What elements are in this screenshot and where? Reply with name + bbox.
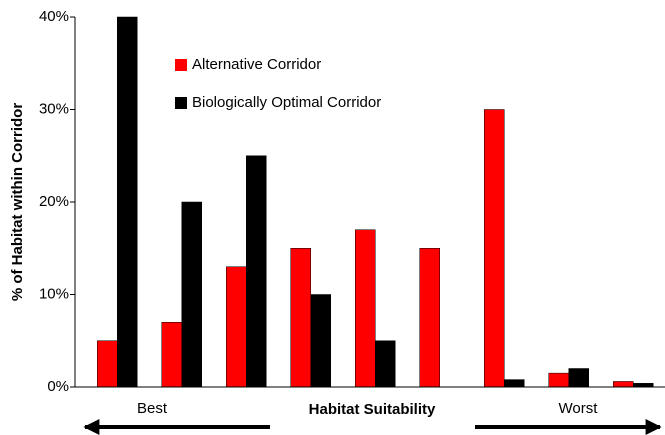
annotation: Best [137,400,168,417]
y-axis-label: % of Habitat within Corridor [9,103,26,301]
legend-swatch [175,59,187,71]
bar [568,368,589,388]
bar [419,248,440,388]
legend-label: Alternative Corridor [192,56,321,73]
bar [97,340,118,388]
bar [310,294,331,388]
bar [117,16,138,388]
bar [226,266,247,388]
y-tick-label: 10% [39,285,69,302]
bar [161,322,182,388]
y-tick-label: 30% [39,100,69,117]
bar [181,201,202,388]
bar [613,381,634,388]
bar [246,155,267,388]
x-axis-label: Habitat Suitability [309,401,436,418]
annotation: Worst [559,400,599,417]
bar [375,340,396,388]
bar [484,109,505,388]
bar [355,229,376,388]
bar [548,372,569,388]
y-tick-label: 20% [39,193,69,210]
bar [290,248,311,388]
legend-label: Biologically Optimal Corridor [192,94,381,111]
bar [633,383,654,388]
y-tick-label: 40% [39,8,69,25]
bar [504,379,525,388]
y-tick-label: 0% [47,378,69,395]
legend-swatch [175,97,187,109]
